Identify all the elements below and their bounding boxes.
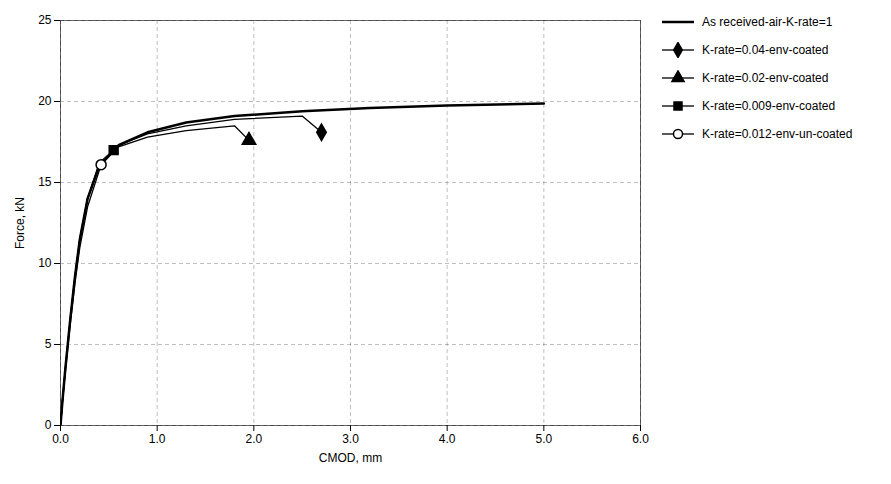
svg-text:3.0: 3.0 bbox=[342, 432, 359, 446]
svg-text:6.0: 6.0 bbox=[632, 432, 649, 446]
svg-text:0.0: 0.0 bbox=[52, 432, 69, 446]
svg-text:Force, kN: Force, kN bbox=[13, 197, 27, 249]
svg-text:5: 5 bbox=[45, 337, 52, 351]
svg-text:20: 20 bbox=[38, 94, 52, 108]
html-text:K-rate=0.009-env-coated: K-rate=0.009-env-coated bbox=[702, 99, 836, 113]
svg-text:5.0: 5.0 bbox=[535, 432, 552, 446]
svg-text:2.0: 2.0 bbox=[245, 432, 262, 446]
svg-text:4.0: 4.0 bbox=[439, 432, 456, 446]
html-text:K-rate=0.012-env-un-coated: K-rate=0.012-env-un-coated bbox=[702, 127, 853, 141]
svg-text:25: 25 bbox=[38, 13, 52, 27]
svg-text:0: 0 bbox=[45, 418, 52, 432]
svg-text:10: 10 bbox=[38, 256, 52, 270]
html-text:K-rate=0.04-env-coated: K-rate=0.04-env-coated bbox=[702, 43, 829, 57]
svg-text:15: 15 bbox=[38, 175, 52, 189]
html-text:K-rate=0.02-env-coated: K-rate=0.02-env-coated bbox=[702, 71, 829, 85]
svg-text:CMOD, mm: CMOD, mm bbox=[319, 451, 382, 465]
svg-text:1.0: 1.0 bbox=[149, 432, 166, 446]
html-text:As received-air-K-rate=1: As received-air-K-rate=1 bbox=[702, 15, 833, 29]
